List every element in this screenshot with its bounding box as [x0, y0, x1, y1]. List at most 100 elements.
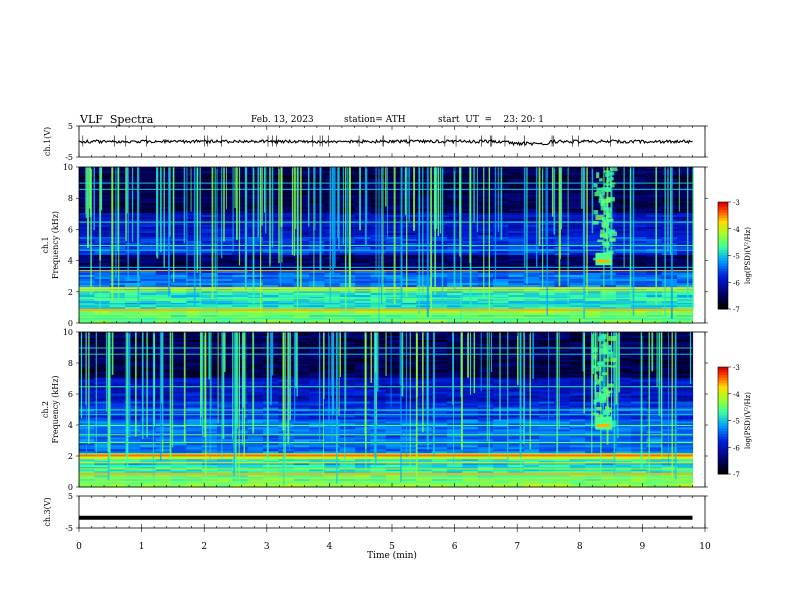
spectrogram-cell: [554, 261, 571, 264]
spectrogram-cell: [155, 291, 172, 294]
spectrogram-cell: [646, 377, 663, 381]
spectrogram-cell: [94, 237, 111, 240]
spectrogram-cell: [661, 291, 678, 294]
spectrogram-cell: [508, 201, 525, 204]
spectrogram-cell: [477, 209, 494, 212]
spectrogram-cell: [569, 231, 586, 234]
spectrogram-cell: [569, 383, 586, 387]
sferic-streak: [291, 167, 294, 256]
spectrogram-cell: [278, 257, 295, 260]
spectrogram-cell: [631, 397, 648, 401]
spectrogram-cell: [493, 345, 510, 349]
spectrogram-cell: [370, 241, 387, 244]
spectrogram-cell: [278, 391, 295, 395]
spectrogram-cell: [600, 195, 617, 198]
spectrogram-cell: [631, 171, 648, 174]
spectrogram-cell: [186, 369, 203, 373]
sferic-streak: [558, 167, 561, 287]
spectrogram-cell: [661, 243, 678, 246]
spectrogram-cell: [94, 399, 111, 403]
spectrogram-cell: [646, 193, 663, 196]
spectrogram-cell: [125, 411, 141, 415]
sferic-streak: [667, 167, 669, 252]
spectrogram-cell: [569, 277, 586, 280]
spectrogram-cell: [140, 401, 157, 405]
spectrogram-cell: [370, 257, 387, 260]
spectrogram-cell: [171, 175, 187, 178]
spectrogram-cell: [171, 253, 187, 256]
spectrogram-cell: [247, 361, 264, 365]
spectrogram-cell: [569, 259, 586, 262]
spectrogram-cell: [309, 377, 325, 381]
spectrogram-cell: [278, 373, 295, 377]
spectrogram-cell: [554, 175, 571, 178]
spectrogram-cell: [370, 393, 387, 397]
spectrogram-cell: [309, 285, 325, 288]
spectrogram-cell: [661, 265, 678, 268]
spectrogram-cell: [585, 283, 602, 286]
spectrogram-cell: [401, 241, 418, 244]
spectrogram-cell: [247, 215, 264, 218]
spectrogram-cell: [431, 389, 448, 393]
spectrogram-cell: [94, 201, 111, 204]
spectrogram-cell: [477, 299, 494, 302]
spectrogram-cell: [171, 393, 187, 397]
spectrogram-cell: [339, 255, 356, 258]
spectrogram-cell: [554, 217, 571, 220]
spectrogram-cell: [431, 201, 448, 204]
spectrogram-cell: [293, 397, 310, 401]
spectrogram-cell: [309, 317, 325, 320]
spectrogram-cell: [125, 409, 141, 413]
spectrogram-cell: [232, 293, 249, 296]
spectrogram-cell: [539, 407, 556, 411]
spectrogram-cell: [508, 257, 525, 260]
spectrogram-cell: [677, 363, 694, 367]
spectrogram-cell: [508, 411, 525, 415]
spectrogram-cell: [370, 401, 387, 405]
spectrogram-cell: [569, 319, 586, 322]
spectrogram-cell: [493, 409, 510, 413]
spectrogram-cell: [569, 237, 586, 240]
spectrogram-cell: [477, 189, 494, 192]
spectrogram-cell: [615, 291, 632, 294]
spectrogram-cell: [569, 211, 586, 214]
spectrogram-cell: [247, 291, 264, 294]
spectrogram-cell: [585, 321, 602, 324]
spectrogram-cell: [554, 339, 571, 343]
spectrogram-cell: [447, 319, 464, 322]
spectrogram-cell: [355, 225, 372, 228]
spectrogram-cell: [355, 345, 372, 349]
spectrogram-cell: [94, 355, 111, 359]
spectrogram-cell: [523, 405, 540, 409]
spectrogram-cell: [661, 407, 678, 411]
spectrogram-cell: [355, 339, 372, 343]
spectrogram-cell: [140, 183, 157, 186]
sferic-streak: [623, 167, 625, 268]
spectrogram-cell: [569, 375, 586, 379]
spectrogram-cell: [554, 203, 571, 206]
spectrogram-cell: [661, 332, 678, 335]
spectrogram-cell: [477, 341, 494, 345]
spectrogram-cell: [477, 187, 494, 190]
spectrogram-cell: [109, 373, 126, 377]
spectrogram-cell: [585, 277, 602, 280]
spectrogram-cell: [263, 173, 279, 176]
spectrogram-cell: [677, 301, 694, 304]
spectrogram-cell: [677, 407, 694, 411]
spectrogram-cell: [309, 211, 325, 214]
sferic-streak: [387, 167, 389, 237]
spectrogram-cell: [324, 295, 341, 298]
spectrogram-cell: [585, 305, 602, 308]
spectrogram-cell: [94, 209, 111, 212]
spectrogram-cell: [94, 389, 111, 393]
spectrogram-cell: [94, 373, 111, 377]
spectrogram-cell: [646, 409, 663, 413]
spectrogram-cell: [201, 267, 218, 270]
spectrogram-cell: [677, 227, 694, 230]
spectrogram-cell: [554, 201, 571, 204]
spectrogram-cell: [416, 387, 433, 391]
spectrogram-cell: [232, 209, 249, 212]
spectrogram-cell: [677, 345, 694, 349]
burst-cell: [609, 231, 617, 237]
spectrogram-cell: [355, 307, 372, 310]
